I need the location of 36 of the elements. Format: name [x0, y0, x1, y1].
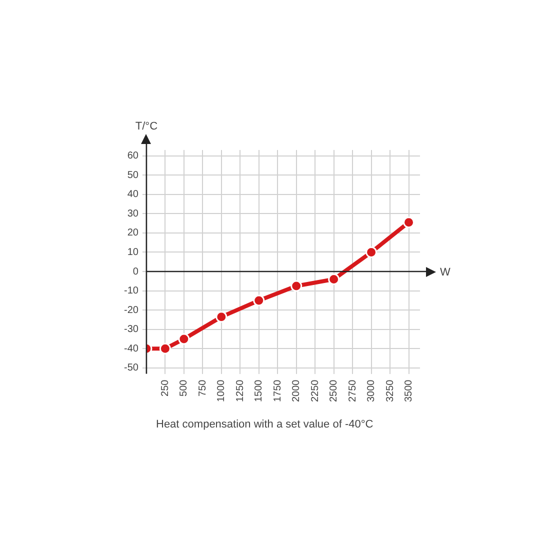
- x-tick-label: 3500: [404, 379, 415, 402]
- y-tick-label: -20: [124, 304, 139, 316]
- y-tick-label: 20: [127, 228, 139, 239]
- x-tick-label: 1500: [254, 379, 265, 402]
- x-axis-title: W: [440, 266, 451, 279]
- x-tick-label: 1750: [272, 379, 284, 402]
- x-tick-label: 2250: [310, 379, 321, 402]
- y-tick-label: 50: [127, 170, 139, 181]
- y-tick-label: -40: [124, 343, 139, 354]
- point: [366, 246, 378, 258]
- point: [178, 333, 190, 345]
- point: [159, 342, 171, 354]
- point: [328, 273, 340, 285]
- y-tick-label: 0: [132, 266, 139, 278]
- x-tick-label: 2500: [328, 379, 340, 402]
- x-tick-label: 500: [178, 379, 190, 396]
- point: [216, 311, 228, 323]
- x-tick-label: 3000: [366, 379, 378, 402]
- x-tick-label: 2000: [291, 379, 302, 402]
- point: [290, 280, 302, 292]
- point: [253, 294, 265, 306]
- y-tick-label: 30: [127, 208, 139, 220]
- x-tick-label: 2750: [347, 379, 358, 402]
- y-tick-label: 40: [127, 189, 139, 200]
- y-axis-title: T/°C: [135, 120, 158, 133]
- text: Heat compensation with a set value of -40°C: [156, 418, 374, 430]
- x-tick-label: 250: [160, 379, 171, 396]
- x-tick-label: 3250: [384, 379, 396, 402]
- x-tick-label: 1250: [234, 379, 246, 402]
- y-tick-label: -30: [124, 324, 139, 336]
- y-tick-label: -10: [124, 286, 139, 297]
- x-tick-label: 750: [197, 379, 208, 396]
- y-tick-label: -50: [124, 362, 139, 374]
- y-tick-label: 60: [127, 150, 139, 162]
- y-tick-label: 10: [127, 246, 139, 258]
- x-tick-label: 1000: [216, 379, 228, 402]
